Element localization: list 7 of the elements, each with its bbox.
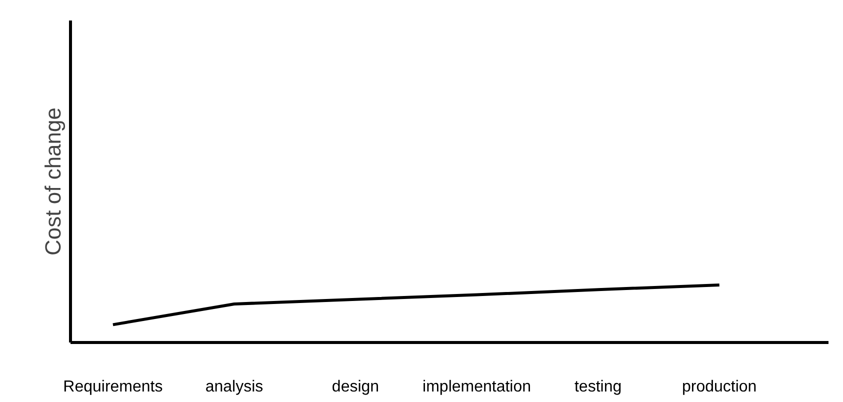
x-tick-label: design xyxy=(332,378,380,396)
x-tick-label: testing xyxy=(574,378,622,396)
x-tick-label: analysis xyxy=(205,378,264,396)
x-tick-label: Requirements xyxy=(63,378,163,396)
y-axis-title: Cost of change xyxy=(40,108,66,256)
x-tick-label: implementation xyxy=(422,378,532,396)
x-tick-label: production xyxy=(682,378,757,396)
